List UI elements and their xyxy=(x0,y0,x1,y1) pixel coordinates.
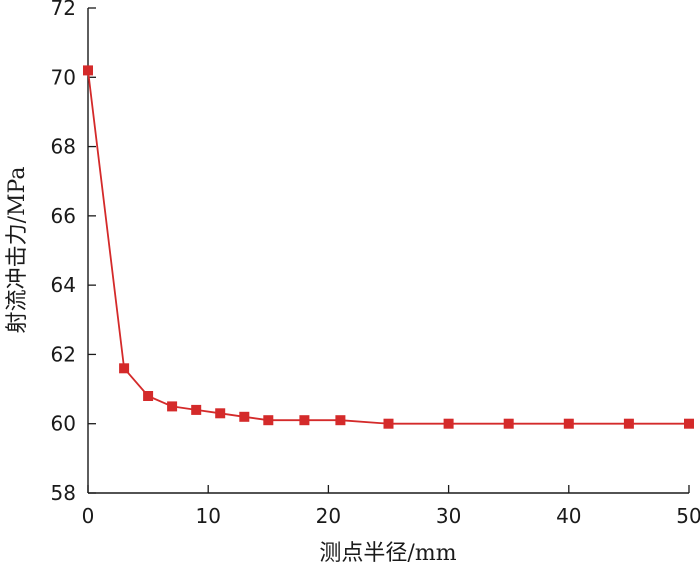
data-point xyxy=(167,401,178,412)
x-axis-title: 测点半径/mm xyxy=(319,541,456,566)
data-point xyxy=(383,418,394,429)
axes xyxy=(87,8,689,494)
data-point xyxy=(239,411,250,422)
ticks: 0 10 20 30 40 50 58 60 62 64 66 68 70 72 xyxy=(51,0,700,528)
data-point xyxy=(143,391,154,401)
data-point xyxy=(299,415,310,426)
x-tick-label: 20 xyxy=(316,504,341,528)
data-point xyxy=(503,418,514,429)
data-point xyxy=(263,415,274,426)
data-point xyxy=(684,418,694,429)
x-tick-label: 0 xyxy=(82,504,95,528)
data-point xyxy=(215,408,226,419)
y-tick-label: 62 xyxy=(51,342,76,366)
x-tick-label: 40 xyxy=(556,504,581,528)
data-point xyxy=(443,418,454,429)
data-point xyxy=(563,418,574,429)
y-tick-label: 60 xyxy=(51,412,76,436)
y-tick-label: 68 xyxy=(51,135,76,159)
y-tick-label: 66 xyxy=(51,204,76,228)
data-point xyxy=(119,363,130,374)
data-point xyxy=(83,65,93,76)
y-tick-label: 58 xyxy=(51,481,76,505)
y-tick-label: 72 xyxy=(51,0,76,20)
data-point xyxy=(623,418,634,429)
y-tick-label: 64 xyxy=(51,273,76,297)
x-tick-label: 10 xyxy=(195,504,220,528)
series xyxy=(83,65,694,429)
x-tick-label: 30 xyxy=(436,504,461,528)
series-line xyxy=(87,70,689,425)
data-point xyxy=(191,404,202,415)
data-point xyxy=(335,415,346,426)
y-tick-label: 70 xyxy=(51,65,76,89)
x-tick-label: 50 xyxy=(676,504,700,528)
y-axis-title: 射流冲击力/MPa xyxy=(5,167,30,334)
